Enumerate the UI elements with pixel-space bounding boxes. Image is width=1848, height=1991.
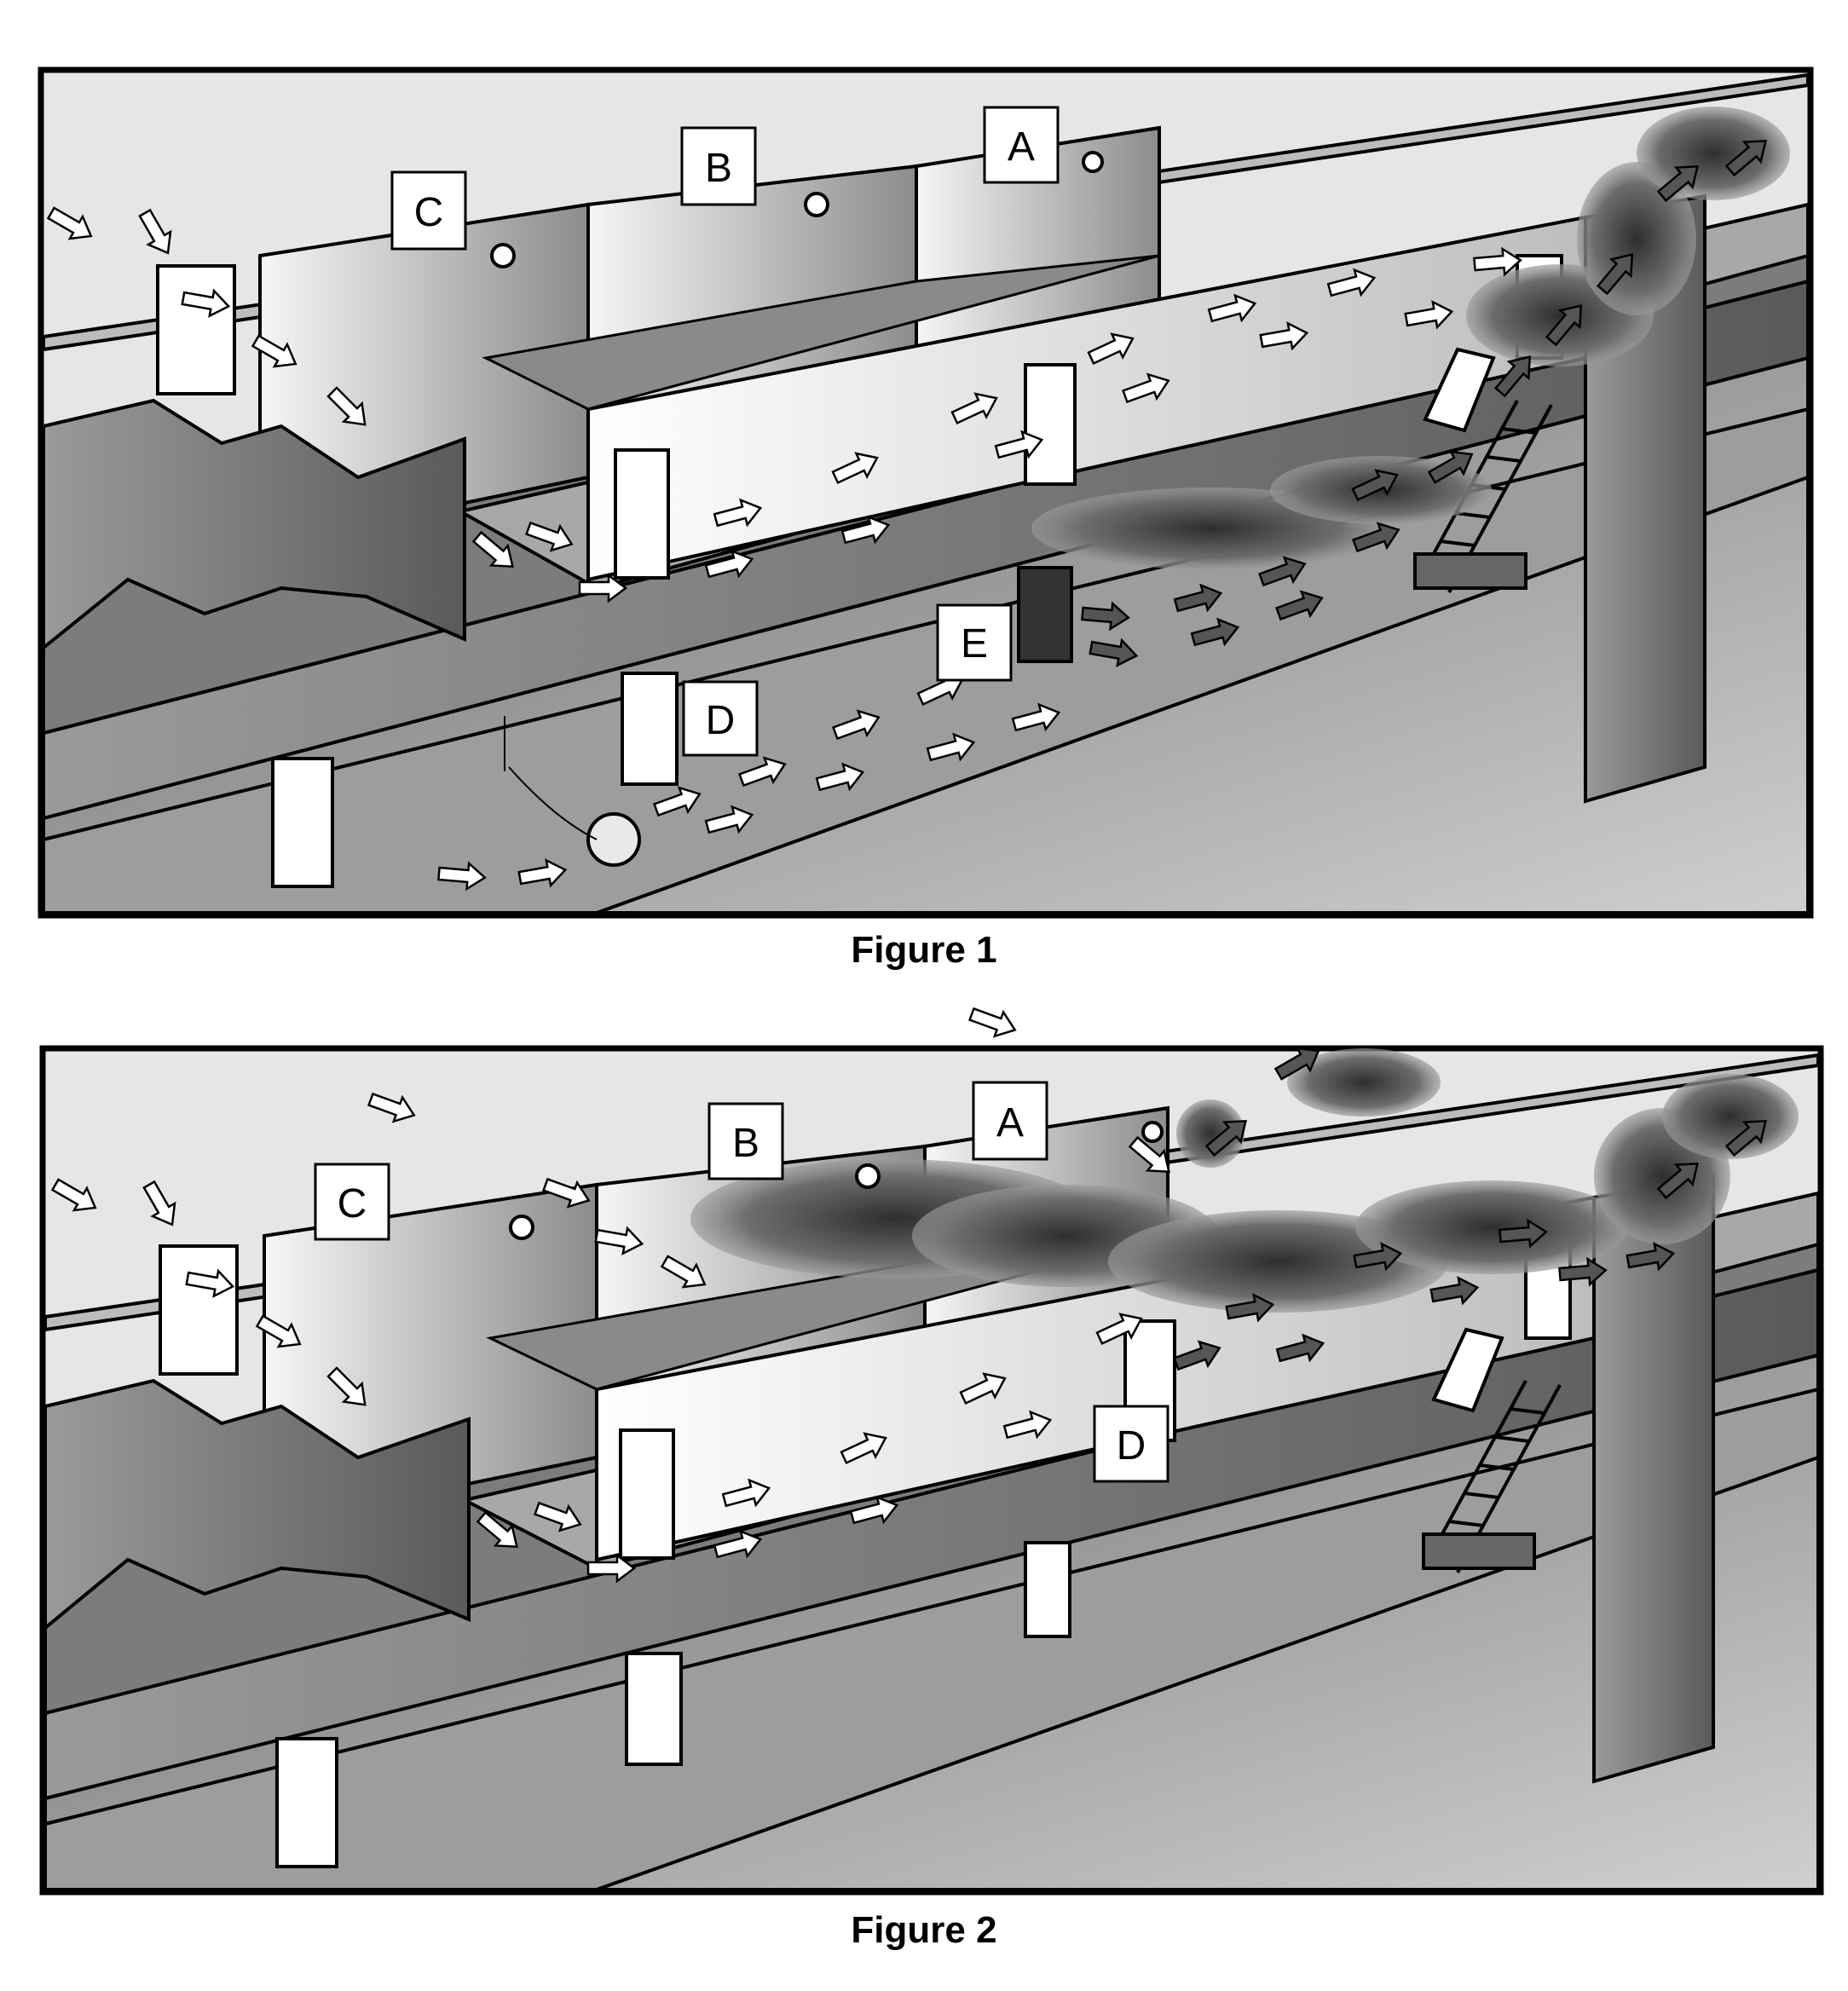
figure-2-label-a: A: [972, 1081, 1048, 1161]
roof-hole-c: [509, 1215, 534, 1240]
svg-text:D: D: [706, 698, 736, 743]
ppv-fan: [504, 716, 641, 867]
lower-door-2: [625, 1652, 683, 1766]
figure-2-illustration: A B C D: [39, 1001, 1824, 1896]
left-broken-wall: [42, 398, 466, 652]
figure-2-label-b: B: [707, 1102, 784, 1180]
roof-hole-a: [1141, 1121, 1164, 1143]
left-broken-wall: [43, 1378, 471, 1632]
room-e-door: [1017, 566, 1073, 663]
figure-1-label-c: C: [390, 170, 467, 251]
roof-hole-b: [855, 1163, 881, 1189]
room-b-door: [1024, 363, 1077, 486]
roof-hole-c: [490, 243, 516, 268]
roof-hole-b: [804, 192, 829, 217]
figure-1-label-b: B: [680, 126, 757, 206]
room-interior-floor: [482, 254, 1160, 411]
lower-door-3: [1024, 1541, 1071, 1638]
room-c-door: [619, 1428, 675, 1560]
stair-wall: [1592, 1174, 1715, 1784]
left-entry-door: [156, 264, 236, 395]
figure-1-label-d: D: [682, 680, 759, 757]
room-c-door: [614, 448, 670, 580]
svg-text:B: B: [705, 146, 732, 191]
figure-1-label-e: E: [936, 603, 1013, 682]
figure-1-caption: Figure 1: [851, 929, 997, 971]
svg-text:A: A: [1008, 124, 1035, 170]
smoke-plume: [690, 1048, 1799, 1313]
svg-text:C: C: [338, 1181, 367, 1226]
svg-text:C: C: [414, 190, 444, 235]
svg-text:B: B: [732, 1121, 759, 1166]
lower-door-2: [621, 672, 679, 786]
stair-ladder: [1422, 1380, 1562, 1573]
left-entry-door: [159, 1244, 239, 1376]
figure-1-illustration: A B C D E: [38, 66, 1814, 919]
figure-2-caption: Figure 2: [851, 1909, 997, 1951]
roof-hatch: [1431, 1327, 1504, 1413]
svg-text:D: D: [1117, 1423, 1146, 1469]
svg-text:E: E: [961, 621, 988, 667]
lower-door-1: [275, 1737, 338, 1868]
figure-1-label-a: A: [983, 106, 1060, 184]
roof-hole-a: [1082, 151, 1104, 173]
lower-door-1: [271, 757, 334, 888]
lower-corridor-floor: [43, 1387, 1820, 1891]
figure-2-label-d: D: [1093, 1405, 1169, 1483]
svg-text:A: A: [996, 1100, 1024, 1146]
stair-ladder: [1413, 400, 1553, 593]
roof-hatch: [1423, 347, 1496, 433]
figure-2-label-c: C: [314, 1163, 390, 1241]
